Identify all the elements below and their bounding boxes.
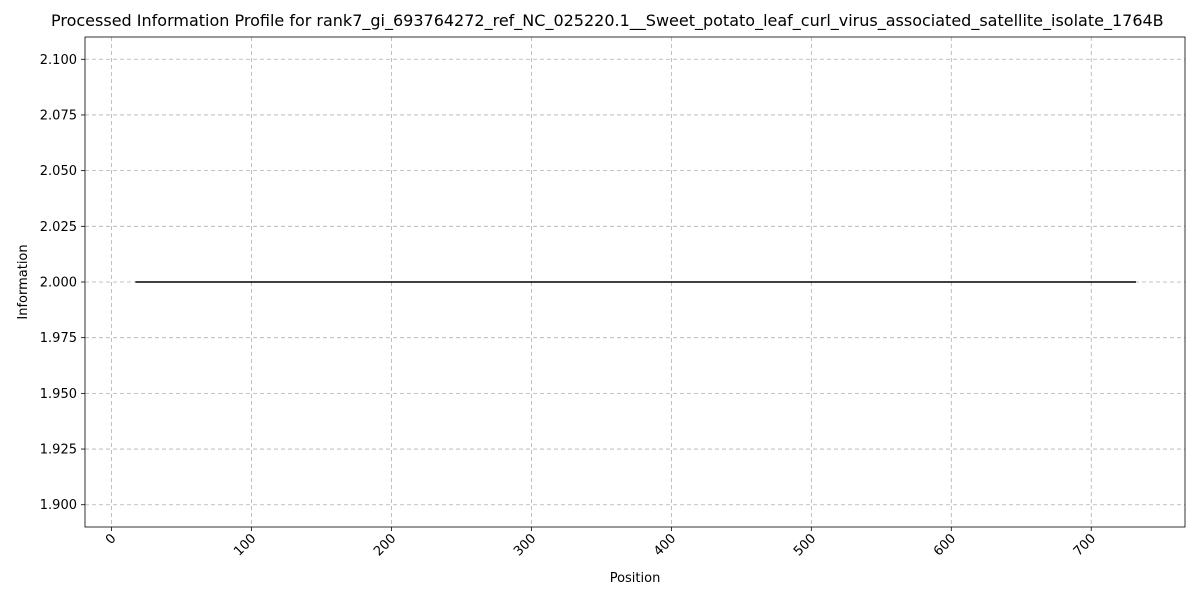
- chart-title: Processed Information Profile for rank7_…: [51, 11, 1164, 30]
- y-tick-label: 2.000: [40, 276, 77, 291]
- y-tick-label: 2.025: [40, 220, 77, 235]
- x-axis-label: Position: [610, 571, 661, 586]
- x-tick-label: 500: [791, 531, 819, 559]
- tick-layer: 0 100 200 300 400 500 600 700 1.900 1.925 1.950 1.9…: [40, 53, 1099, 560]
- x-tick-label: 400: [651, 531, 679, 559]
- x-tick-label: 300: [511, 531, 539, 559]
- y-tick-label: 2.075: [40, 108, 77, 123]
- y-tick-label: 1.950: [40, 387, 77, 402]
- x-tick-label: 0: [103, 531, 119, 547]
- x-tick-label: 100: [231, 531, 259, 559]
- y-tick-label: 1.900: [40, 498, 77, 513]
- x-tick-label: 200: [371, 531, 399, 559]
- x-tick-label: 600: [931, 531, 959, 559]
- y-tick-label: 1.975: [40, 331, 77, 346]
- y-tick-label: 2.100: [40, 53, 77, 68]
- y-tick-label: 2.050: [40, 164, 77, 179]
- y-tick-label: 1.925: [40, 443, 77, 458]
- x-tick-label: 700: [1071, 531, 1099, 559]
- y-axis-label: Information: [16, 244, 31, 319]
